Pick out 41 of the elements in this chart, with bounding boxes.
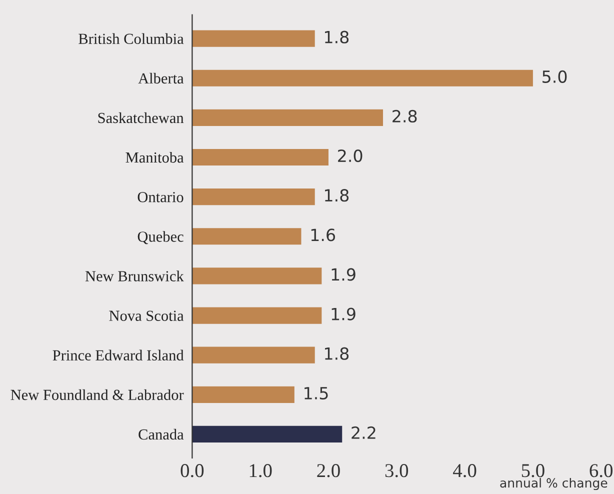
data-label: 5.0 bbox=[542, 70, 567, 83]
bar bbox=[192, 426, 342, 443]
x-tick-label: 6.0 bbox=[590, 464, 613, 478]
y-tick-label: Prince Edward Island bbox=[52, 350, 184, 361]
y-tick-label: Saskatchewan bbox=[98, 112, 184, 124]
data-label: 1.8 bbox=[325, 189, 349, 202]
bar bbox=[192, 228, 302, 245]
y-tick-label: Nova Scotia bbox=[109, 310, 184, 321]
data-label: 1.5 bbox=[304, 387, 328, 400]
data-label: 1.9 bbox=[332, 308, 356, 320]
data-label: 1.8 bbox=[325, 347, 349, 360]
y-tick-label: Ontario bbox=[138, 192, 184, 202]
data-label: 1.8 bbox=[325, 30, 349, 44]
bar bbox=[192, 109, 384, 126]
y-tick-label: British Columbia bbox=[78, 33, 184, 44]
bar bbox=[192, 70, 533, 86]
data-label: 2.8 bbox=[392, 110, 417, 123]
x-tick-label: 4.0 bbox=[453, 464, 476, 478]
y-tick-label: New Brunswick bbox=[85, 270, 184, 282]
data-label: 2.2 bbox=[352, 426, 376, 439]
x-tick-label: 3.0 bbox=[385, 464, 408, 478]
data-label: 1.9 bbox=[332, 268, 356, 281]
x-tick-label: 0.0 bbox=[180, 464, 204, 478]
y-tick-label: Manitoba bbox=[126, 152, 184, 163]
bar bbox=[192, 30, 315, 47]
y-tick-label: Canada bbox=[138, 428, 184, 440]
y-tick-label: Quebec bbox=[138, 231, 184, 244]
y-tick-label: Alberta bbox=[138, 72, 184, 84]
bar bbox=[192, 386, 294, 403]
bar bbox=[192, 307, 322, 324]
x-tick-label: 5.0 bbox=[522, 464, 544, 478]
x-tick-label: 1.0 bbox=[250, 464, 272, 478]
data-label: 2.0 bbox=[338, 149, 362, 162]
x-tick-label: 2.0 bbox=[317, 464, 340, 478]
x-axis-title: annual % change bbox=[500, 478, 608, 490]
bar bbox=[192, 148, 328, 166]
y-tick-label: New Foundland & Labrador bbox=[10, 389, 184, 400]
bar bbox=[192, 268, 322, 284]
bar bbox=[192, 188, 315, 206]
data-label: 1.6 bbox=[311, 228, 336, 242]
bar bbox=[192, 346, 315, 364]
